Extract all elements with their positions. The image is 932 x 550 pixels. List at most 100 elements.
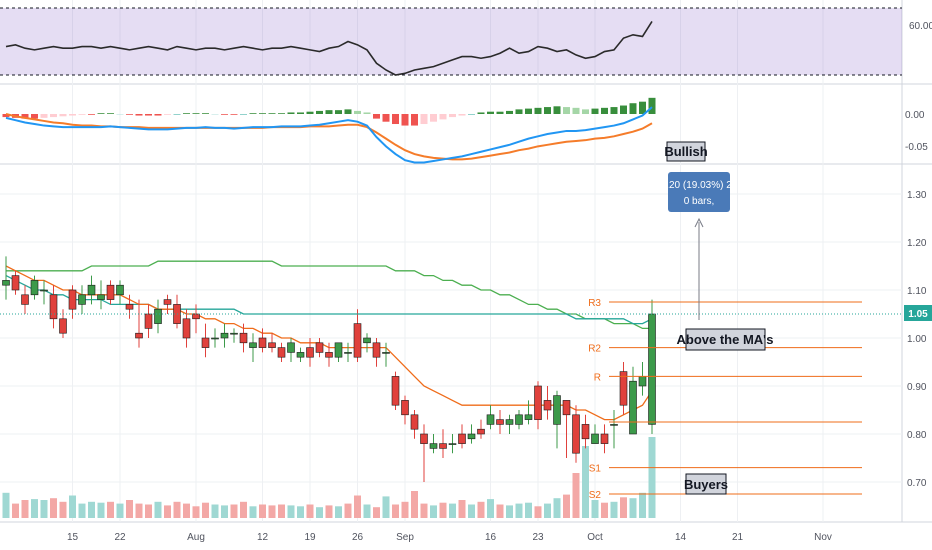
candle-body <box>467 433 476 440</box>
macd-histogram-bar <box>420 114 428 125</box>
candle-body <box>306 347 314 358</box>
candle-body <box>410 414 419 430</box>
candle-body <box>420 433 428 444</box>
macd-histogram-bar <box>449 114 456 118</box>
macd-histogram-bar <box>430 114 437 122</box>
macd-histogram-bar <box>31 114 38 119</box>
candle-body <box>49 294 58 320</box>
volume-bar <box>183 503 190 518</box>
price-y-tick-label: 1.30 <box>907 190 927 201</box>
macd-histogram-bar <box>107 113 114 114</box>
measure-info-line2: 0 bars, <box>684 196 715 207</box>
measure-info-box: 0.20 (19.03%) 20 0 bars, <box>661 172 738 212</box>
macd-histogram-bar <box>487 111 494 114</box>
volume-bar <box>639 492 646 518</box>
candle-body <box>268 342 276 348</box>
volume-bar <box>363 504 371 518</box>
macd-histogram-bar <box>287 112 295 114</box>
macd-histogram-bar <box>344 109 352 114</box>
macd-histogram-bar <box>515 109 523 114</box>
candle-body <box>401 400 409 416</box>
macd-histogram-bar <box>221 114 228 115</box>
ma-green-line <box>6 260 652 330</box>
time-x-tick-label: 22 <box>114 532 126 543</box>
macd-histogram-bar <box>639 101 646 114</box>
macd-histogram-bar <box>78 114 86 115</box>
candle-body <box>439 443 447 449</box>
candle-body <box>486 414 495 425</box>
candle-body <box>135 332 143 339</box>
time-x-tick-label: 12 <box>257 532 269 543</box>
background-layer <box>0 0 932 523</box>
candle-body <box>363 337 371 344</box>
volume-bar <box>477 501 485 518</box>
candle-body <box>353 323 362 358</box>
volume-bar <box>221 505 228 518</box>
candle-body <box>277 347 286 358</box>
candle-body <box>125 304 134 310</box>
candle-body <box>182 318 191 339</box>
price-y-tick-label: 1.10 <box>907 286 927 297</box>
buyers-callout: Buyers <box>684 473 728 495</box>
macd-histogram-bar <box>335 110 342 114</box>
time-x-tick-label: 23 <box>532 532 544 543</box>
candle-body <box>505 419 514 425</box>
candle-body <box>287 342 295 353</box>
macd-histogram-bar <box>268 113 276 114</box>
candle-body <box>325 352 333 358</box>
macd-histogram-bar <box>629 103 637 114</box>
candle-body <box>543 400 552 411</box>
candle-body <box>239 332 248 344</box>
volume-bar <box>420 503 428 518</box>
pivot-label: S2 <box>589 490 602 501</box>
volume-bar <box>78 503 86 518</box>
rsi-panel[interactable] <box>0 7 902 76</box>
measure-arrow-head <box>694 217 704 228</box>
macd-histogram-bar <box>553 106 561 114</box>
candle-body <box>572 414 580 454</box>
candle-body <box>201 337 210 348</box>
macd-histogram-bar <box>173 114 181 115</box>
price-panel[interactable]: R3 R2 R S1 S2 <box>0 193 902 518</box>
volume-bar <box>192 506 200 518</box>
candle-body <box>192 313 200 320</box>
time-x-tick-label: 26 <box>352 532 364 543</box>
candle-body <box>629 380 637 435</box>
pivot-label: R2 <box>588 344 601 355</box>
macd-histogram-bar <box>59 114 67 117</box>
pivot-label: R <box>594 372 601 383</box>
volume-bar <box>268 505 276 518</box>
macd-histogram-bar <box>401 114 409 126</box>
candle-body <box>220 332 229 339</box>
macd-histogram-bar <box>259 113 266 114</box>
macd-panel[interactable] <box>2 97 656 164</box>
axis-layer: 60.00 0.00 -0.05 1.30 1.20 1.10 1.00 0.90 0.80 0.… <box>67 21 932 543</box>
volume-bar <box>88 501 95 518</box>
volume-bar <box>544 503 551 518</box>
volume-bar <box>591 500 599 518</box>
volume-bar <box>392 504 399 518</box>
macd-histogram-bar <box>373 114 380 119</box>
volume-bar <box>401 501 409 518</box>
macd-histogram-bar <box>591 108 599 114</box>
volume-bar <box>648 437 656 518</box>
volume-bar <box>325 505 333 518</box>
macd-histogram-bar <box>145 114 152 116</box>
volume-bar <box>278 504 285 518</box>
time-x-tick-label: Nov <box>814 532 832 543</box>
candle-body <box>249 342 257 348</box>
macd-histogram-bar <box>506 110 513 114</box>
volume-bar <box>31 499 38 518</box>
candle-body <box>97 294 105 300</box>
volume-bar <box>449 503 456 518</box>
candle-body <box>68 289 77 310</box>
macd-histogram-bar <box>610 107 618 114</box>
volume-bar <box>126 500 133 518</box>
candle-body <box>296 352 305 358</box>
candle-body <box>154 308 162 324</box>
volume-bar <box>629 498 637 518</box>
candle-body <box>116 284 124 296</box>
candle-body <box>59 318 67 334</box>
macd-histogram-bar <box>601 107 608 114</box>
